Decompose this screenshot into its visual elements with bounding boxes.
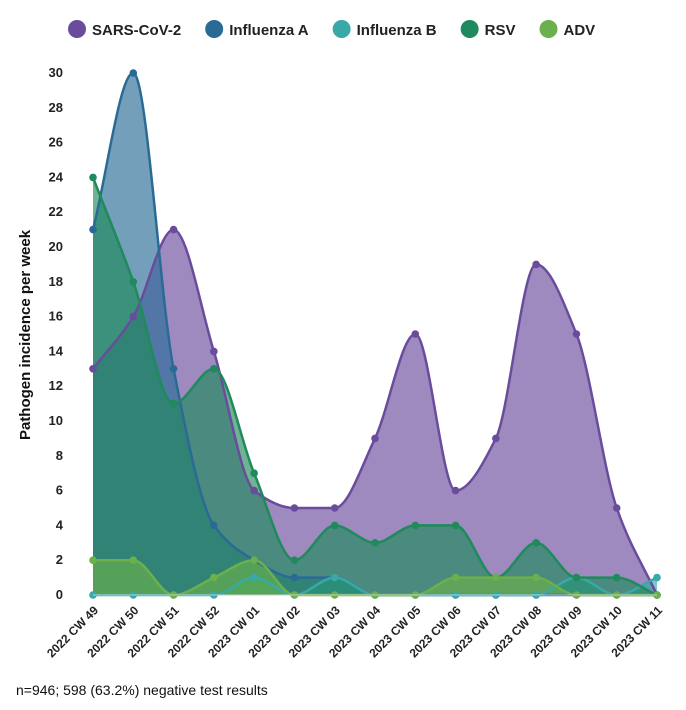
point-influenza-a[interactable] (89, 225, 97, 234)
series-areas (93, 73, 657, 595)
y-axis-label: Pathogen incidence per week (17, 229, 34, 440)
point-rsv[interactable] (612, 573, 621, 582)
point-sars-cov-2[interactable] (330, 504, 339, 512)
footnote: n=946; 598 (63.2%) negative test results (16, 682, 268, 698)
y-axis-label-group: Pathogen incidence per week (17, 229, 34, 440)
legend-label-influenza-b[interactable]: Influenza B (357, 22, 437, 39)
point-influenza-a[interactable] (290, 573, 299, 582)
y-tick-label: 24 (49, 169, 64, 184)
y-tick-label: 16 (49, 309, 63, 324)
y-tick-label: 28 (49, 100, 63, 115)
y-tick-label: 22 (49, 204, 63, 219)
point-rsv[interactable] (89, 173, 97, 182)
point-adv[interactable] (210, 573, 218, 582)
legend-swatch-influenza-a[interactable] (205, 20, 224, 38)
legend-label-adv[interactable]: ADV (564, 22, 596, 39)
point-influenza-a[interactable] (129, 69, 138, 77)
point-sars-cov-2[interactable] (371, 434, 379, 443)
point-influenza-a[interactable] (169, 365, 178, 373)
y-tick-label: 18 (49, 274, 63, 289)
point-rsv[interactable] (250, 469, 258, 478)
legend: SARS-CoV-2 Influenza A Influenza B RSV ADV (68, 20, 595, 39)
y-tick-label: 20 (49, 239, 63, 254)
point-rsv[interactable] (532, 539, 540, 547)
y-tick-label: 4 (56, 517, 64, 532)
point-sars-cov-2[interactable] (290, 504, 299, 512)
point-sars-cov-2[interactable] (169, 225, 178, 234)
point-adv[interactable] (492, 573, 500, 582)
y-tick-label: 12 (49, 378, 63, 393)
point-sars-cov-2[interactable] (129, 312, 138, 321)
legend-swatch-adv[interactable] (539, 20, 558, 38)
point-influenza-b[interactable] (250, 573, 258, 582)
point-adv[interactable] (532, 573, 540, 582)
point-adv[interactable] (250, 556, 258, 564)
point-sars-cov-2[interactable] (89, 365, 97, 373)
y-tick-label: 2 (56, 552, 63, 567)
legend-swatch-rsv[interactable] (460, 20, 479, 38)
point-rsv[interactable] (169, 399, 178, 408)
point-rsv[interactable] (371, 539, 379, 547)
y-tick-label: 10 (49, 413, 63, 428)
point-adv[interactable] (89, 556, 97, 564)
point-sars-cov-2[interactable] (250, 486, 258, 495)
pathogen-incidence-chart: SARS-CoV-2 Influenza A Influenza B RSV ADV P… (17, 20, 665, 660)
point-rsv[interactable] (330, 521, 339, 530)
y-tick-label: 6 (56, 483, 63, 498)
point-rsv[interactable] (129, 278, 138, 286)
point-sars-cov-2[interactable] (411, 330, 420, 338)
y-tick-label: 26 (49, 135, 63, 150)
area-rsv (93, 177, 657, 595)
y-tick-label: 0 (56, 587, 63, 602)
point-adv[interactable] (451, 573, 460, 582)
point-sars-cov-2[interactable] (532, 260, 540, 269)
point-influenza-b[interactable] (330, 573, 339, 582)
point-sars-cov-2[interactable] (572, 330, 581, 338)
point-rsv[interactable] (411, 521, 420, 530)
y-tick-label: 30 (49, 65, 63, 80)
legend-swatch-influenza-b[interactable] (332, 20, 351, 38)
legend-label-rsv[interactable]: RSV (485, 22, 516, 39)
line-sars-cov-2 (92, 228, 659, 596)
y-tick-label: 8 (56, 448, 63, 463)
y-tick-label: 14 (49, 343, 64, 358)
point-rsv[interactable] (210, 365, 218, 373)
point-sars-cov-2[interactable] (451, 486, 460, 495)
point-rsv[interactable] (572, 573, 581, 582)
point-rsv[interactable] (451, 521, 460, 530)
point-sars-cov-2[interactable] (210, 347, 218, 356)
point-rsv[interactable] (290, 556, 299, 564)
legend-swatch-sars-cov-2[interactable] (68, 20, 86, 38)
point-adv[interactable] (129, 556, 138, 564)
point-sars-cov-2[interactable] (612, 504, 621, 512)
legend-label-sars-cov-2[interactable]: SARS-CoV-2 (92, 22, 181, 39)
point-influenza-a[interactable] (210, 521, 218, 530)
point-influenza-b[interactable] (653, 573, 661, 582)
legend-label-influenza-a[interactable]: Influenza A (229, 22, 309, 39)
point-sars-cov-2[interactable] (492, 434, 500, 443)
